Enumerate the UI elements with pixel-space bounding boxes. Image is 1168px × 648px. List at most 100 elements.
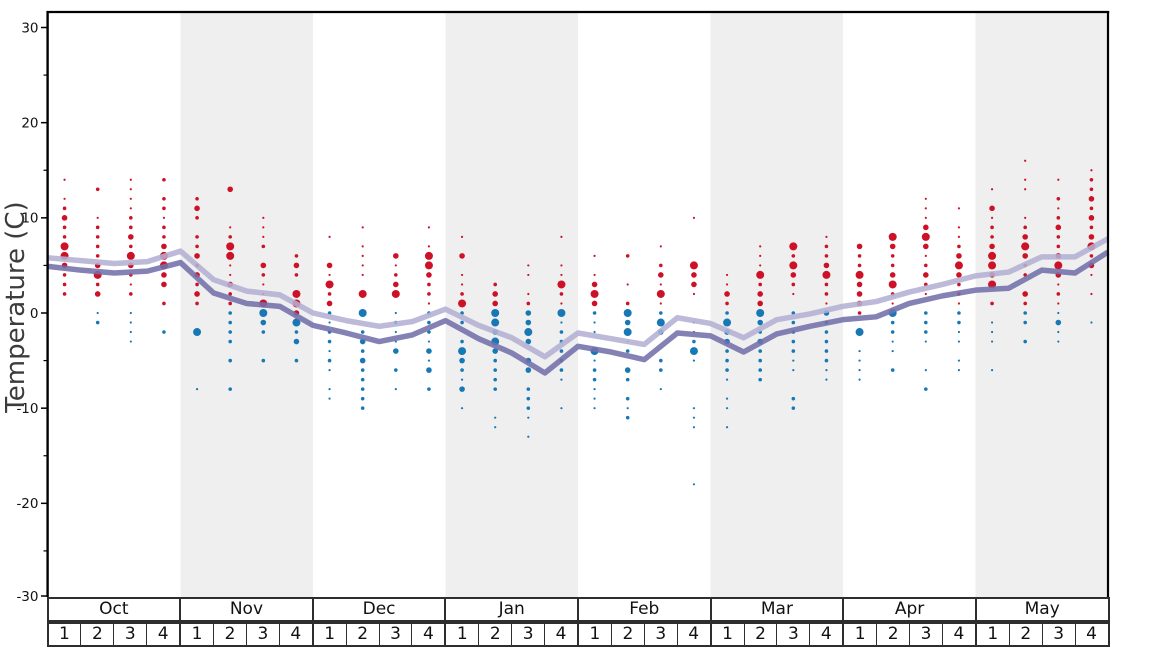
max-temp-dot: [724, 291, 730, 297]
max-temp-dot: [924, 254, 927, 258]
week-label: 1: [446, 624, 480, 645]
max-temp-dot: [61, 215, 68, 221]
min-temp-dot: [957, 359, 961, 362]
max-temp-dot: [856, 243, 863, 250]
min-temp-dot: [560, 378, 563, 381]
max-temp-dot: [856, 291, 863, 297]
min-temp-dot: [825, 378, 828, 381]
min-temp-dot: [360, 368, 365, 372]
min-temp-dot: [328, 321, 331, 324]
min-temp-dot: [493, 358, 497, 363]
min-temp-dot: [990, 330, 994, 334]
min-temp-dot: [294, 358, 299, 363]
week-label: 4: [412, 624, 447, 645]
max-temp-dot: [394, 273, 398, 277]
max-temp-dot: [1054, 261, 1063, 270]
max-temp-dot: [957, 302, 961, 305]
week-label: 2: [1010, 624, 1043, 645]
max-temp-dot: [591, 300, 598, 307]
min-temp-dot: [493, 377, 497, 382]
max-temp-dot: [1021, 242, 1030, 251]
min-temp-dot: [758, 349, 762, 353]
min-temp-dot: [129, 330, 132, 334]
max-temp-dot: [1056, 235, 1061, 239]
max-temp-dot: [325, 280, 334, 289]
max-temp-dot: [560, 273, 563, 277]
max-temp-dot: [228, 235, 232, 239]
max-temp-dot: [194, 253, 200, 259]
min-temp-dot: [858, 349, 861, 353]
max-temp-dot: [1088, 196, 1095, 202]
week-label: 1: [181, 624, 215, 645]
min-temp-dot: [260, 319, 267, 326]
week-label: 1: [977, 624, 1010, 645]
max-temp-dot: [262, 235, 265, 238]
week-label: 2: [479, 624, 513, 645]
max-temp-dot: [626, 283, 629, 286]
max-temp-dot: [226, 251, 235, 260]
max-temp-dot: [361, 245, 364, 248]
max-temp-dot: [195, 197, 199, 201]
max-temp-dot: [823, 262, 830, 269]
min-temp-dot: [261, 358, 266, 363]
min-temp-dot: [624, 367, 631, 373]
max-temp-dot: [427, 245, 431, 248]
max-temp-dot: [921, 232, 930, 241]
min-temp-dot: [593, 330, 596, 334]
max-temp-dot: [328, 273, 331, 277]
max-temp-dot: [195, 216, 199, 220]
max-temp-dot: [424, 261, 433, 270]
min-temp-dot: [990, 321, 994, 324]
max-temp-dot: [227, 186, 233, 193]
min-temp-dot: [526, 387, 531, 391]
max-temp-dot: [923, 243, 929, 250]
min-temp-dot: [493, 387, 497, 391]
max-temp-dot: [988, 261, 997, 270]
max-temp-dot: [161, 272, 167, 278]
max-temp-dot: [1089, 187, 1094, 192]
max-temp-dot: [162, 206, 166, 211]
max-temp-dot: [824, 254, 829, 258]
max-temp-dot: [691, 272, 697, 278]
max-temp-dot: [692, 216, 696, 219]
max-temp-dot: [990, 188, 994, 191]
y-tick-label: 10: [21, 211, 38, 227]
max-temp-dot: [361, 273, 364, 277]
min-temp-dot: [725, 378, 729, 381]
week-label: 3: [1043, 624, 1076, 645]
max-temp-dot: [1088, 215, 1095, 221]
max-temp-dot: [924, 216, 927, 219]
max-temp-dot: [62, 273, 67, 277]
min-temp-dot: [328, 388, 331, 391]
min-temp-dot: [592, 377, 597, 382]
min-temp-dot: [559, 330, 564, 334]
min-temp-dot: [394, 388, 397, 391]
min-temp-dot: [1057, 330, 1060, 334]
max-temp-dot: [1022, 234, 1028, 240]
min-temp-dot: [1023, 339, 1027, 344]
min-temp-dot: [791, 339, 796, 344]
min-temp-dot: [725, 368, 729, 372]
max-temp-dot: [1024, 188, 1027, 191]
max-temp-dot: [789, 261, 798, 270]
max-temp-dot: [294, 273, 299, 277]
max-temp-dot: [758, 282, 762, 287]
max-temp-dot: [692, 292, 696, 296]
max-temp-dot: [791, 254, 796, 258]
min-temp-dot: [593, 321, 596, 324]
max-temp-dot: [990, 235, 994, 239]
min-temp-dot: [891, 340, 894, 343]
max-temp-dot: [591, 281, 598, 288]
max-temp-dot: [94, 291, 101, 297]
week-label: 3: [247, 624, 280, 645]
max-temp-dot: [659, 283, 662, 286]
min-temp-dot: [791, 320, 796, 325]
min-temp-dot: [924, 387, 928, 391]
min-temp-dot: [427, 330, 431, 334]
max-temp-dot: [889, 243, 896, 250]
max-temp-dot: [954, 261, 963, 270]
min-temp-dot: [328, 397, 331, 400]
month-label-feb: Feb: [579, 599, 712, 620]
min-temp-dot: [228, 387, 232, 391]
max-temp-dot: [460, 292, 464, 296]
